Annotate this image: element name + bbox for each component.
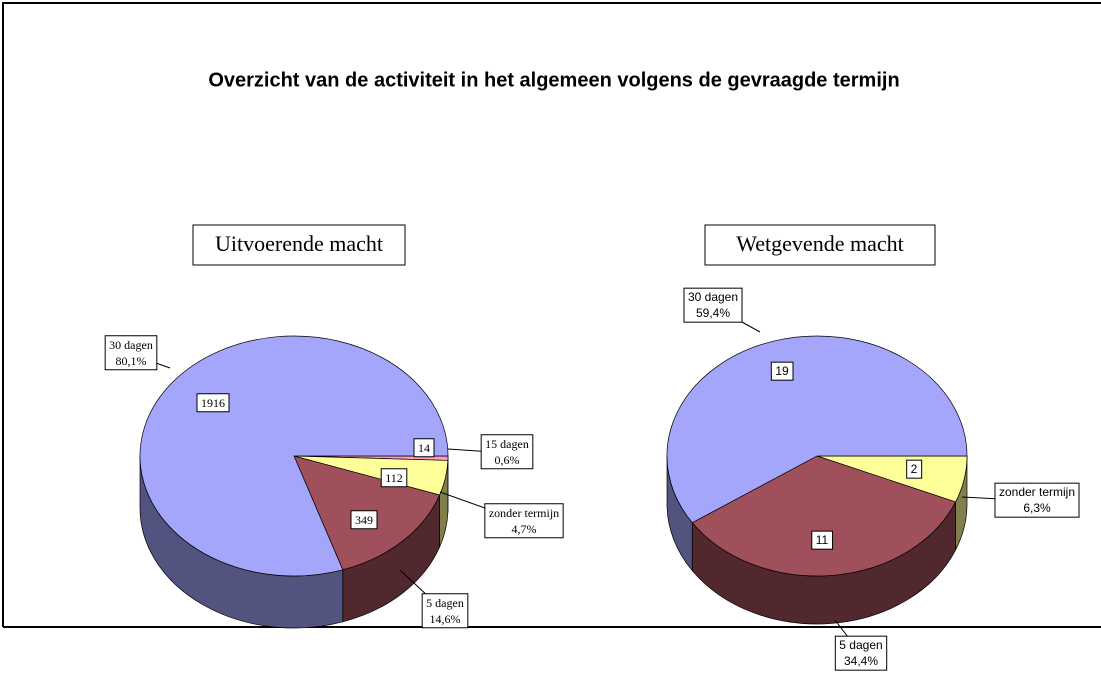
frame <box>2 2 1101 628</box>
pie-chart: Uitvoerende macht 14 15 dagen 0,6% 112 zonder… <box>104 224 564 629</box>
category-label: 5 dagen <box>839 638 882 652</box>
percent-label: 4,7% <box>512 522 537 536</box>
percent-label: 59,4% <box>696 306 730 320</box>
category-label: zonder termijn <box>489 506 559 520</box>
category-label: zonder termijn <box>999 485 1075 499</box>
label-box <box>480 434 534 470</box>
pie-title: Wetgevende macht <box>736 231 903 256</box>
label-box <box>770 361 794 381</box>
label-box <box>484 503 564 539</box>
value-label: 11 <box>816 533 829 547</box>
slice <box>666 335 968 524</box>
category-label: 5 dagen <box>426 596 464 610</box>
label-box <box>683 287 743 323</box>
label-box <box>413 438 435 458</box>
pie-title-box <box>192 224 406 266</box>
category-label: 30 dagen <box>688 290 738 304</box>
value-label: 349 <box>355 513 373 527</box>
value-label: 112 <box>385 471 403 485</box>
category-label: 30 dagen <box>109 338 153 352</box>
percent-label: 0,6% <box>495 453 520 467</box>
pie-chart: Wetgevende macht 2 zonder termijn 6,3% 11 5 d… <box>666 224 1080 671</box>
percent-label: 80,1% <box>116 354 147 368</box>
pie-title: Uitvoerende macht <box>215 231 383 256</box>
value-label: 14 <box>418 441 430 455</box>
value-label: 1916 <box>201 396 225 410</box>
label-box <box>380 468 408 488</box>
label-box <box>906 459 923 479</box>
chart-title: Overzicht van de activiteit in het algem… <box>208 69 899 91</box>
percent-label: 14,6% <box>430 612 461 626</box>
value-label: 19 <box>775 364 789 378</box>
label-box <box>811 530 834 550</box>
pie-title-box <box>704 224 936 266</box>
value-label: 2 <box>911 462 918 476</box>
category-label: 15 dagen <box>485 437 529 451</box>
label-box <box>994 482 1080 518</box>
percent-label: 34,4% <box>844 654 878 668</box>
label-box <box>350 510 378 530</box>
label-box <box>104 335 158 371</box>
percent-label: 6,3% <box>1023 501 1051 515</box>
slice <box>691 455 957 577</box>
label-box <box>834 635 888 671</box>
label-box <box>421 593 469 629</box>
label-box <box>196 393 230 413</box>
